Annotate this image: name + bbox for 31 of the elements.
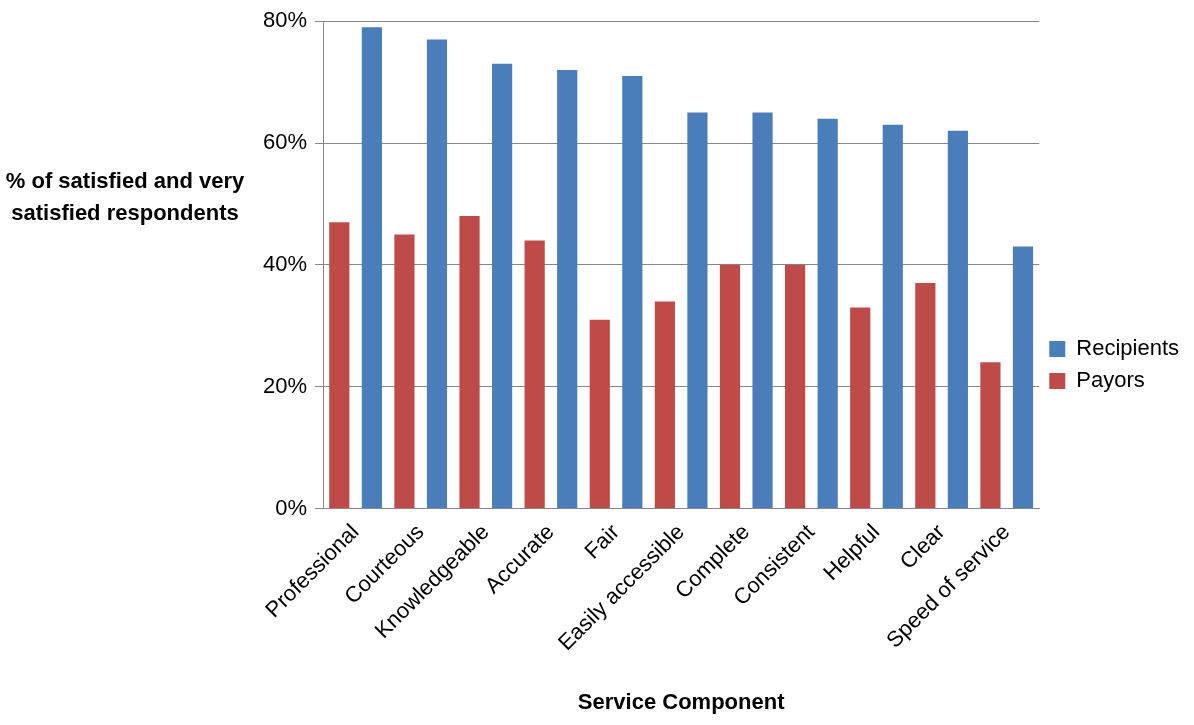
bar: [426, 39, 448, 508]
y-tick-label: 20%: [262, 372, 308, 398]
x-axis-title: Service Component: [577, 688, 786, 714]
bar: [882, 124, 903, 508]
bar: [394, 234, 415, 508]
bar: [329, 222, 350, 508]
y-tick-label: 0%: [275, 494, 308, 520]
y-tick-label: 60%: [262, 129, 308, 155]
bar: [850, 307, 871, 508]
bar: [654, 301, 675, 508]
bar: [492, 63, 513, 508]
legend-label: Recipients: [1076, 335, 1179, 361]
bar: [589, 319, 610, 508]
bar: [817, 118, 838, 508]
bar: [980, 362, 1001, 508]
bar: [785, 264, 806, 508]
y-axis-title: % of satisfied and very satisfied respondents: [4, 167, 246, 227]
y-tick-label: 80%: [262, 7, 308, 33]
bar: [1012, 246, 1034, 508]
bar: [687, 112, 708, 508]
bar: [361, 27, 382, 508]
bar: [915, 283, 936, 508]
y-tick-label: 40%: [262, 250, 308, 276]
bar: [622, 76, 643, 508]
legend-label: Payors: [1076, 367, 1145, 393]
bar: [524, 240, 545, 508]
bar: [459, 216, 480, 508]
bar: [719, 264, 741, 508]
bar: [947, 130, 968, 508]
bar: [557, 69, 578, 508]
bar: [752, 112, 773, 508]
